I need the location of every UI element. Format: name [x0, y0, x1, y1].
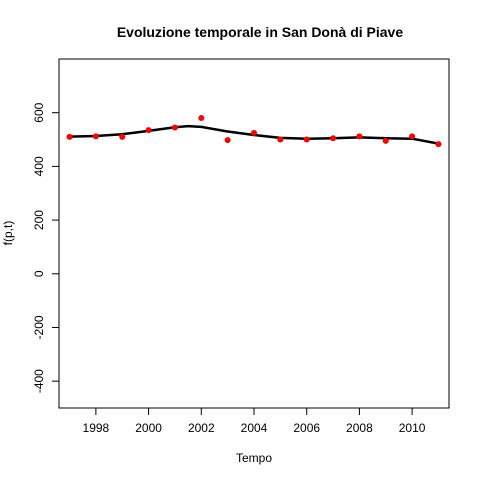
y-tick-label: -400	[32, 369, 46, 393]
data-point	[382, 137, 389, 144]
x-tick-label: 2000	[135, 421, 162, 435]
y-tick-label: 600	[32, 102, 46, 122]
x-tick-label: 2008	[346, 421, 373, 435]
y-tick-label: 0	[32, 270, 46, 277]
y-tick-label: -200	[32, 315, 46, 339]
series-layer	[66, 115, 442, 148]
x-tick-label: 1998	[83, 421, 110, 435]
x-tick-label: 2004	[241, 421, 268, 435]
data-point	[409, 133, 416, 140]
y-axis-label: f(p,t)	[1, 221, 15, 246]
x-axis-label: Tempo	[236, 451, 272, 465]
x-tick-label: 2002	[188, 421, 215, 435]
y-tick-label: 200	[32, 210, 46, 230]
data-point	[330, 135, 337, 142]
data-point	[92, 133, 99, 140]
x-tick-label: 2006	[293, 421, 320, 435]
chart-title: Evoluzione temporale in San Donà di Piav…	[117, 24, 404, 40]
data-point	[171, 124, 178, 131]
data-point	[303, 136, 310, 143]
data-point	[435, 141, 442, 148]
smooth-trend-line	[68, 124, 440, 145]
x-tick-label: 2010	[399, 421, 426, 435]
data-point	[224, 137, 231, 144]
x-axis: 1998 2000 2002 2004 2006 2008 2010	[83, 407, 426, 435]
data-point	[356, 133, 363, 140]
data-point	[251, 129, 257, 136]
data-point	[277, 136, 284, 143]
data-point	[145, 127, 152, 134]
data-point	[66, 133, 73, 140]
y-axis: -400 -200 0 200 400 600	[32, 102, 60, 393]
y-tick-label: 400	[32, 156, 46, 176]
data-point	[198, 115, 205, 122]
data-point	[119, 133, 126, 140]
